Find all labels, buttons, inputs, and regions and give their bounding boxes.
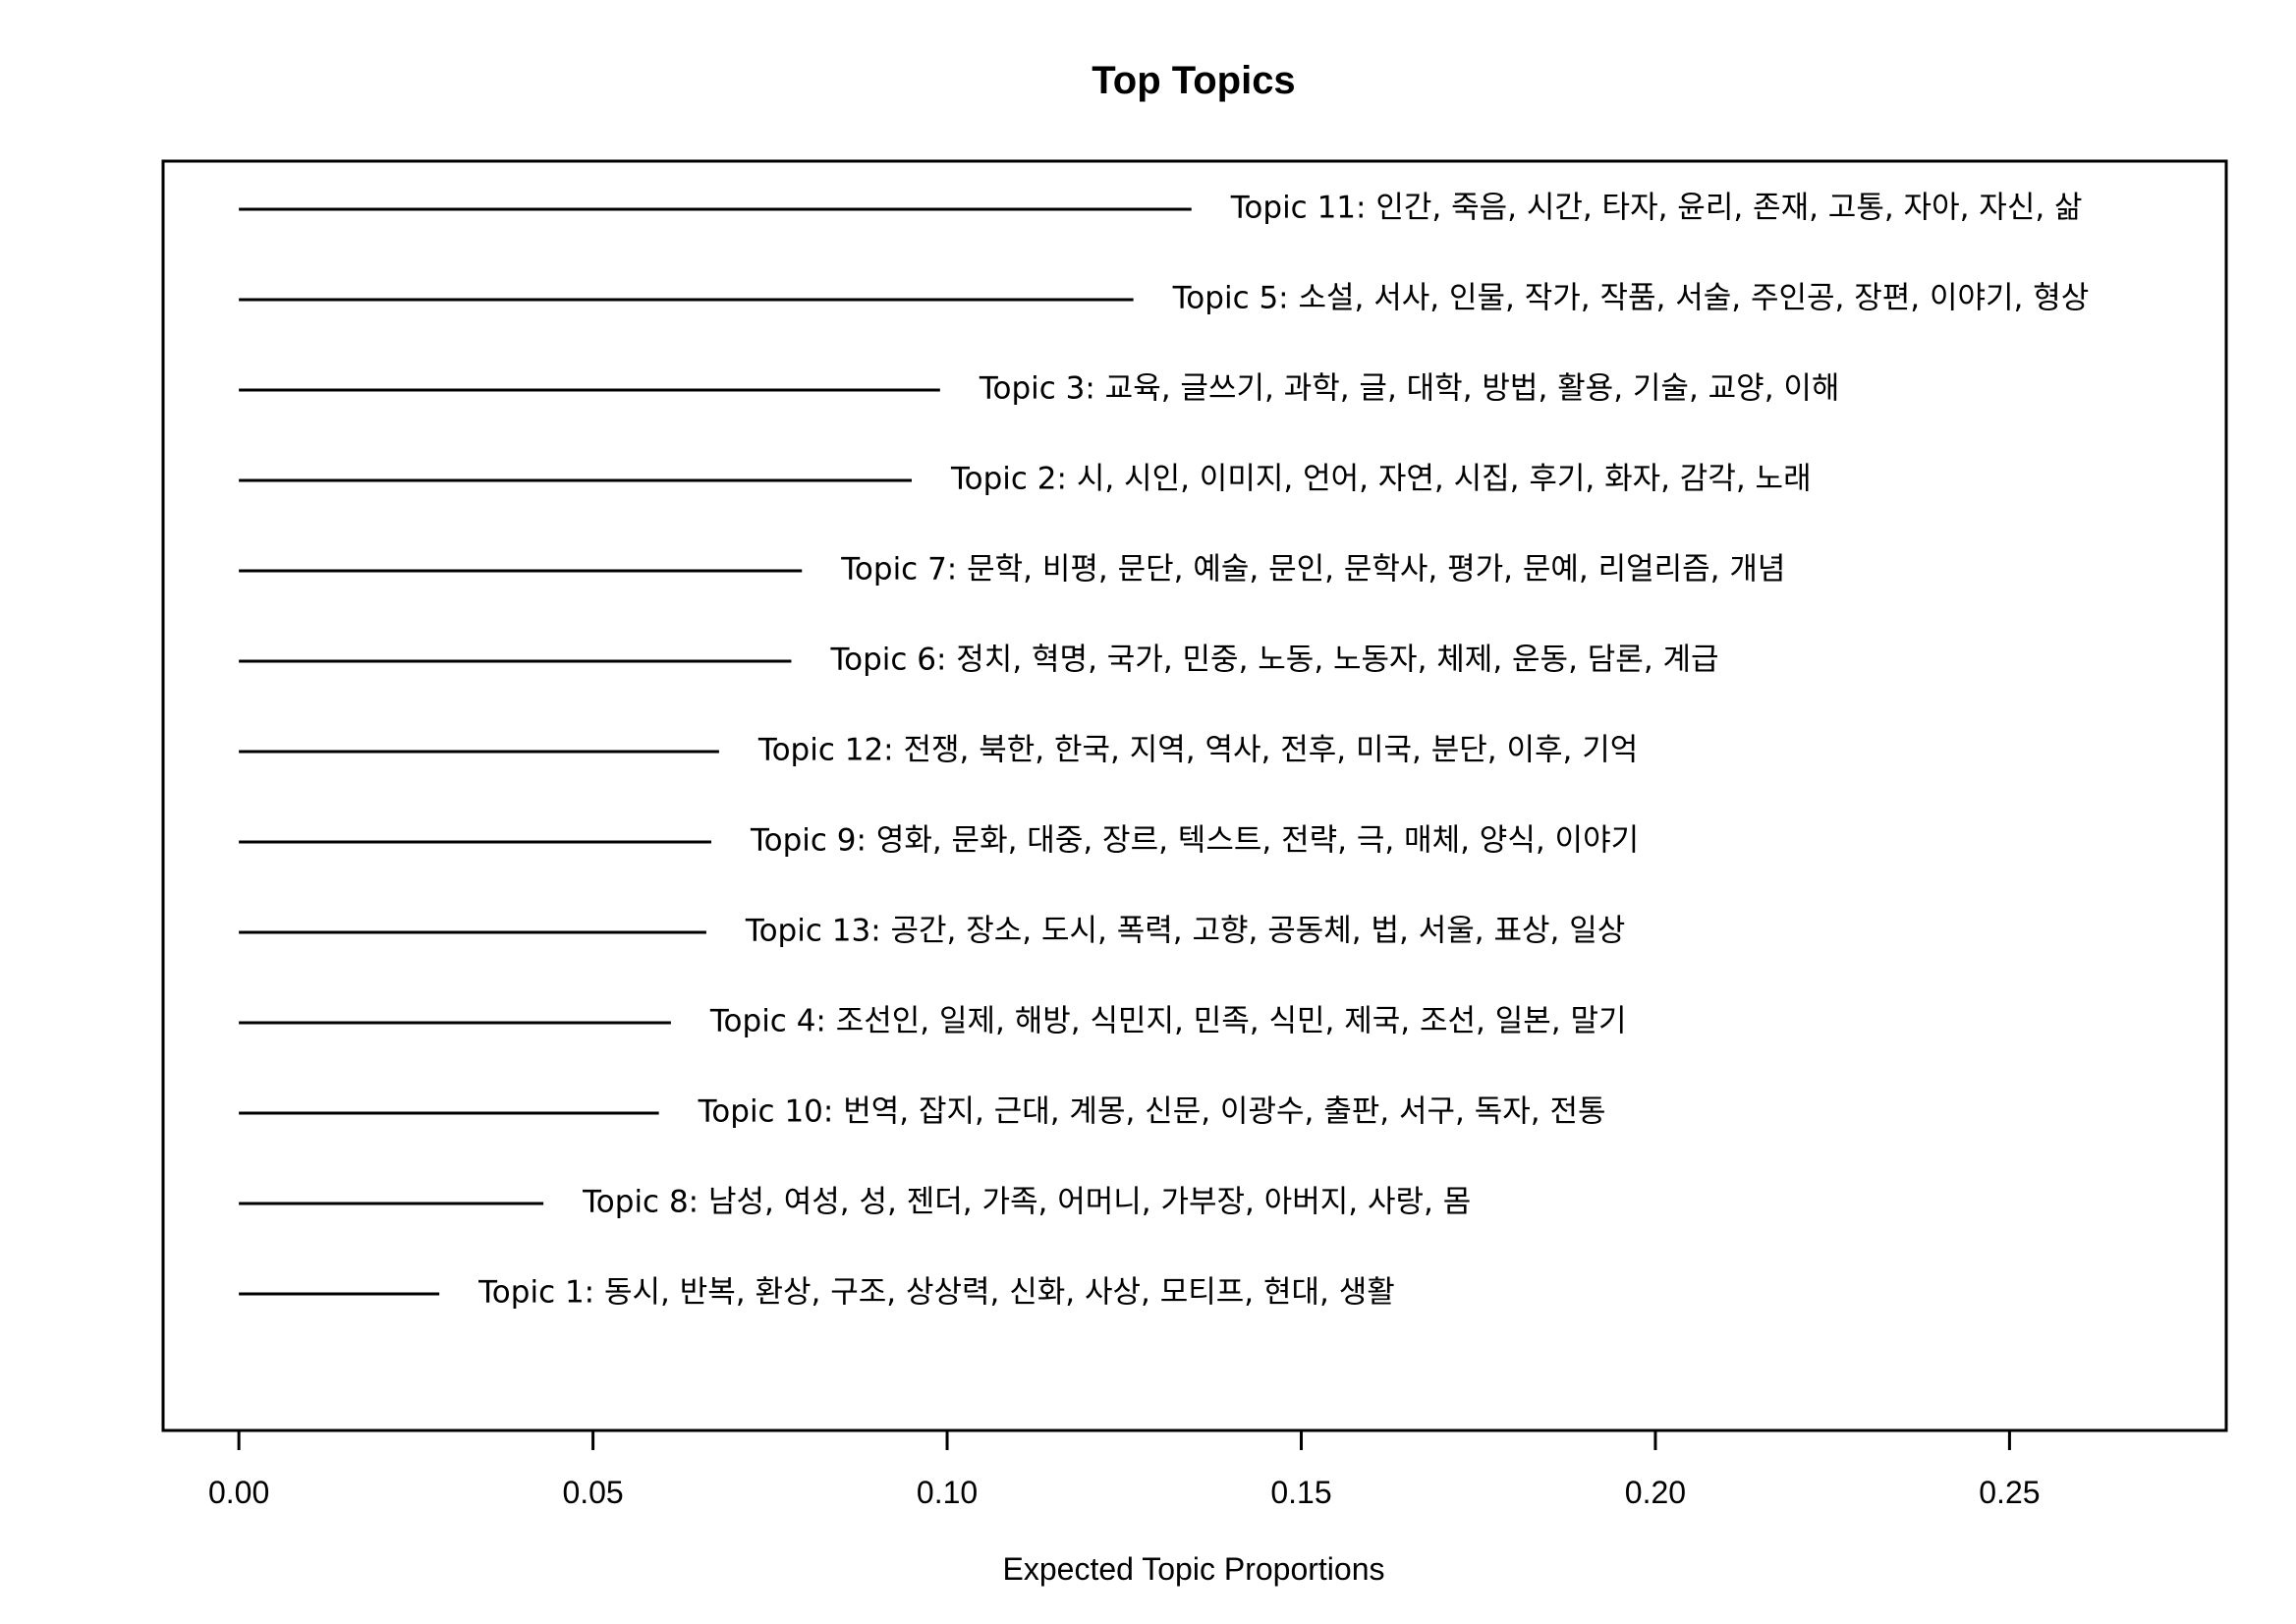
topic-label: Topic 5: 소설, 서사, 인물, 작가, 작품, 서술, 주인공, 장편… (1172, 281, 2090, 316)
x-tick-label: 0.05 (562, 1475, 623, 1510)
topic-label: Topic 1: 동시, 반복, 환상, 구조, 상상력, 신화, 사상, 모티… (477, 1275, 1395, 1311)
chart-title: Top Topics (1092, 59, 1295, 102)
x-tick-label: 0.00 (208, 1475, 269, 1510)
x-tick-label: 0.10 (917, 1475, 978, 1510)
topic-label: Topic 3: 교육, 글쓰기, 과학, 글, 대학, 방법, 활용, 기술,… (979, 371, 1840, 407)
topic-label: Topic 8: 남성, 여성, 성, 젠더, 가족, 어머니, 가부장, 아버… (582, 1185, 1471, 1220)
topic-label: Topic 10: 번역, 잡지, 근대, 계몽, 신문, 이광수, 출판, 서… (698, 1094, 1606, 1130)
topic-label: Topic 7: 문학, 비평, 문단, 예술, 문인, 문학사, 평가, 문예… (840, 552, 1785, 588)
topic-label: Topic 2: 시, 시인, 이미지, 언어, 자연, 시집, 후기, 화자,… (950, 462, 1812, 497)
topic-label: Topic 4: 조선인, 일제, 해방, 식민지, 민족, 식민, 제국, 조… (709, 1004, 1627, 1039)
topic-label: Topic 12: 전쟁, 북한, 한국, 지역, 역사, 전후, 미국, 분단… (757, 733, 1638, 768)
topic-label: Topic 11: 인간, 죽음, 시간, 타자, 윤리, 존재, 고통, 자아… (1230, 191, 2083, 226)
x-axis: 0.00 0.05 0.10 0.15 0.20 0.25 (208, 1428, 2041, 1510)
x-tick-label: 0.20 (1625, 1475, 1686, 1510)
x-axis-label: Expected Topic Proportions (1003, 1551, 1385, 1587)
topic-label: Topic 6: 정치, 혁명, 국가, 민중, 노동, 노동자, 체제, 운동… (829, 643, 1718, 678)
x-tick-label: 0.25 (1979, 1475, 2040, 1510)
topic-lines: Topic 11: 인간, 죽음, 시간, 타자, 윤리, 존재, 고통, 자아… (239, 191, 2089, 1311)
topic-label: Topic 13: 공간, 장소, 도시, 폭력, 고향, 공동체, 법, 서울… (745, 914, 1625, 949)
x-tick-label: 0.15 (1270, 1475, 1331, 1510)
x-axis-ticks: 0.00 0.05 0.10 0.15 0.20 0.25 (208, 1430, 2041, 1510)
topic-label: Topic 9: 영화, 문화, 대중, 장르, 텍스트, 전략, 극, 매체,… (750, 823, 1639, 859)
